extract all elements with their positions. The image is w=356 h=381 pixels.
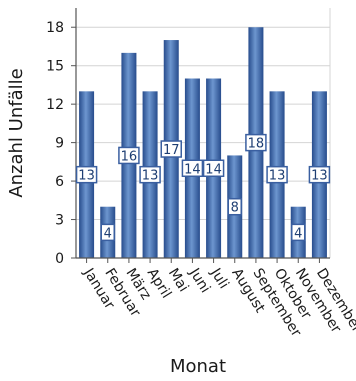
data-label: 13 — [78, 169, 95, 184]
y-tick-label: 6 — [55, 174, 64, 190]
y-tick-label: 18 — [46, 20, 64, 36]
x-axis-title: Monat — [170, 356, 226, 377]
data-label: 13 — [311, 169, 328, 184]
data-labels: 13 4 16 13 17 14 14 8 18 13 4 13 — [77, 135, 330, 242]
data-label: 16 — [121, 149, 138, 164]
y-tick-label: 0 — [55, 251, 64, 267]
y-tick-label: 9 — [55, 136, 64, 152]
data-label: 4 — [104, 226, 112, 241]
data-label: 13 — [142, 169, 159, 184]
y-tick-label: 12 — [46, 97, 64, 113]
y-axis-title: Anzahl Unfälle — [6, 68, 27, 197]
data-label: 14 — [205, 162, 222, 177]
data-label: 17 — [163, 143, 180, 158]
x-tick-label: Juni — [185, 265, 213, 296]
y-tick-label: 15 — [46, 59, 64, 75]
data-label: 13 — [269, 169, 286, 184]
y-tick-label: 3 — [55, 213, 64, 229]
data-label: 4 — [294, 226, 302, 241]
data-label: 8 — [231, 201, 239, 216]
data-label: 18 — [248, 137, 265, 152]
data-label: 14 — [184, 162, 201, 177]
